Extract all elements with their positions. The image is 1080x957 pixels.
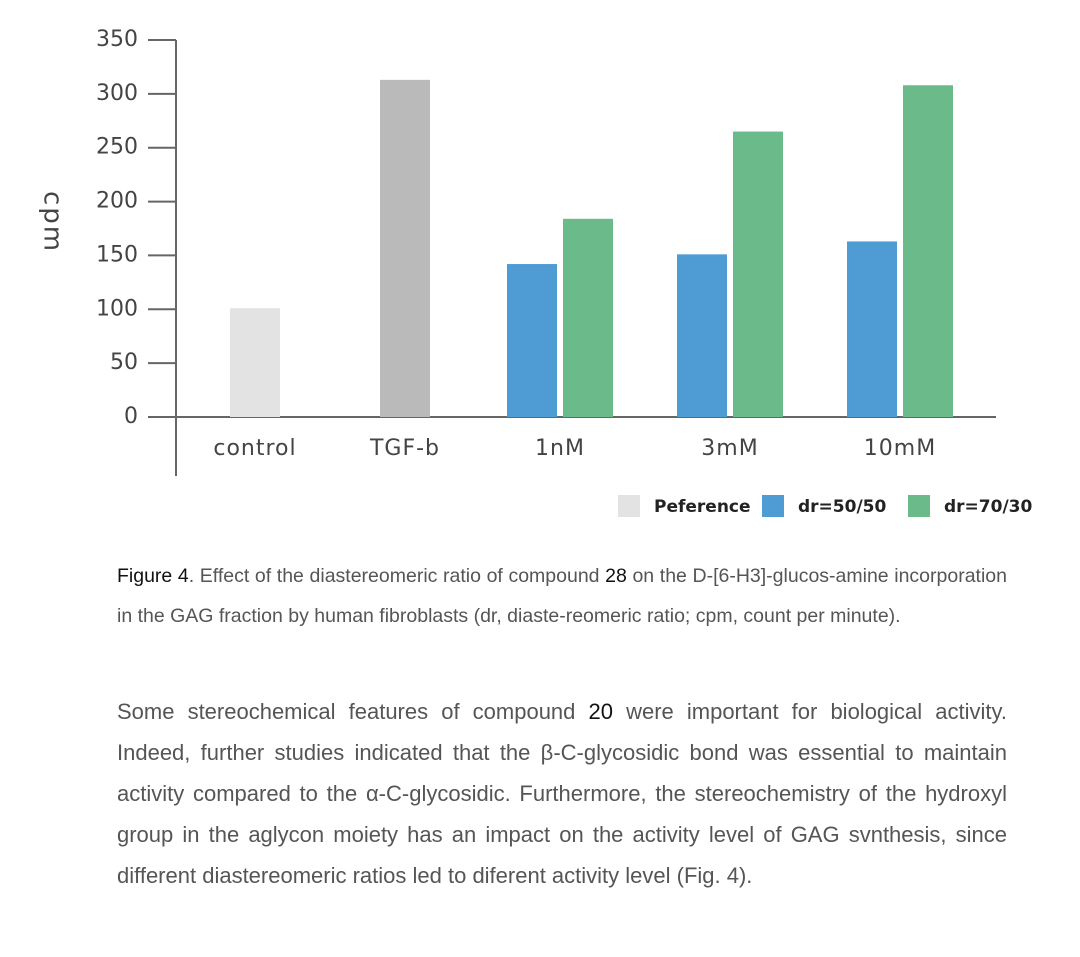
bar [507,264,557,417]
paragraph: Some stereochemical features of compound… [117,691,1007,896]
bar [563,218,613,417]
legend-label: Peference [654,497,751,517]
x-tick-label: 10mM [864,436,936,461]
x-tick-label: TGF-b [369,436,440,461]
legend-swatch [762,495,784,517]
bar [677,254,727,417]
legend-label: dr=70/30 [944,497,1032,517]
y-tick-label: 150 [96,242,138,267]
y-tick-label: 50 [110,350,138,375]
bar [903,85,953,418]
y-tick-label: 0 [124,404,138,429]
legend-swatch [618,495,640,517]
caption-label: Figure 4 [117,565,189,587]
y-axis-label: cpm [38,191,68,253]
caption-text: . Effect of the diastereomeric ratio of … [188,565,606,587]
y-tick-label: 200 [96,189,138,214]
paragraph-compound: 20 [588,699,613,724]
bar [380,79,430,418]
legend-label: dr=50/50 [798,497,886,517]
y-tick-label: 250 [96,135,138,160]
y-tick-label: 350 [96,27,138,52]
paragraph-text: Some stereochemical features of compound [117,699,589,724]
caption: Figure 4. Effect of the diastereomeric r… [117,556,1007,636]
caption-text: on the D-[6-H3]-glucos-amine incorporati… [117,565,1007,627]
bar [733,131,783,418]
bar [847,241,897,417]
caption-compound: 28 [605,565,627,587]
x-tick-label: 3mM [701,436,758,461]
chart: cpm 0 50 100 150 200 250 300 350 control TGF-b 1nM… [38,27,1032,517]
bar [230,308,280,417]
x-tick-label: 1nM [535,436,585,461]
paragraph-text: were important for biological activity. … [117,699,1007,888]
y-tick-label: 100 [96,296,138,321]
legend-swatch [908,495,930,517]
x-tick-label: control [213,436,296,461]
y-tick-label: 300 [96,81,138,106]
